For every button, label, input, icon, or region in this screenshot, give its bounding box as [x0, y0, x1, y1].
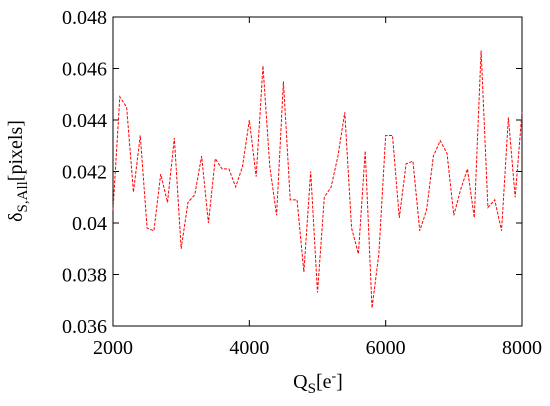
- y-axis-label: δS,All[pixels]: [5, 120, 31, 222]
- x-axis-label: QS[e-]: [293, 369, 343, 397]
- y-tick-label: 0.048: [62, 7, 107, 29]
- y-label-rest: [pixels]: [5, 120, 27, 181]
- y-tick-label: 0.046: [62, 59, 107, 81]
- x-tick-label: 2000: [93, 337, 133, 359]
- x-label-main: Q: [293, 371, 308, 393]
- plot-frame: [112, 16, 523, 327]
- x-label-sup: -: [332, 369, 337, 384]
- x-label-rest: [e: [316, 371, 332, 393]
- y-label-main: δ: [5, 212, 27, 221]
- y-tick-label: 0.044: [62, 110, 107, 132]
- y-label-sub: S,All: [15, 181, 31, 212]
- y-tick-label: 0.038: [62, 265, 107, 287]
- x-tick-label: 6000: [366, 337, 406, 359]
- y-tick-label: 0.036: [62, 316, 107, 338]
- x-tick-label: 8000: [502, 337, 542, 359]
- y-tick-label: 0.04: [72, 213, 107, 235]
- y-tick-label: 0.042: [62, 162, 107, 184]
- x-label-sub: S: [308, 381, 316, 397]
- x-label-end: ]: [336, 371, 343, 393]
- x-tick-label: 4000: [229, 337, 269, 359]
- data-line: [112, 50, 523, 309]
